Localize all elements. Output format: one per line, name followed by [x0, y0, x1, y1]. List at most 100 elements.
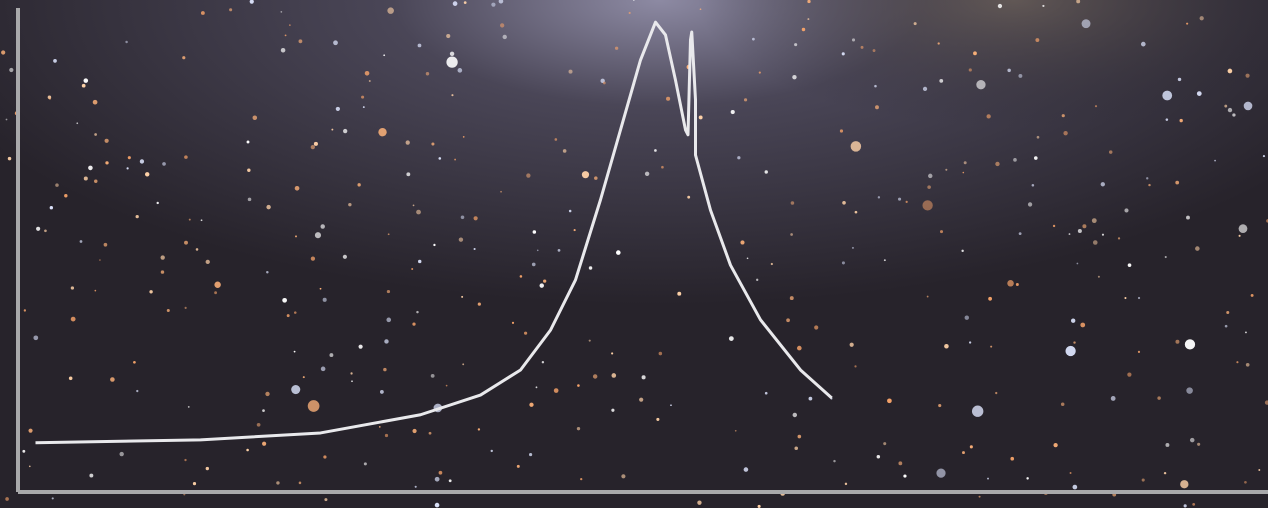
star [462, 363, 465, 366]
star [156, 201, 159, 205]
star [988, 296, 992, 301]
star [1232, 113, 1236, 117]
star [350, 372, 353, 375]
star [577, 384, 580, 387]
star [592, 374, 598, 379]
star [310, 145, 315, 150]
star [313, 141, 318, 146]
star [110, 377, 115, 382]
star [839, 129, 844, 133]
star [406, 172, 411, 177]
star [1076, 262, 1079, 265]
star [1262, 154, 1266, 158]
star [939, 230, 944, 234]
star [430, 373, 435, 378]
star [1069, 472, 1072, 474]
star [416, 209, 421, 215]
star [182, 56, 186, 60]
star [699, 8, 702, 11]
star [1026, 477, 1029, 480]
star [188, 218, 191, 221]
star [728, 336, 734, 342]
star [531, 262, 536, 267]
star [291, 385, 301, 395]
star [412, 322, 416, 326]
star [1214, 159, 1216, 162]
star [246, 448, 249, 452]
star [1227, 68, 1233, 74]
star [462, 136, 465, 138]
star [963, 161, 967, 165]
star [184, 155, 188, 159]
star [187, 406, 190, 408]
star [1097, 275, 1100, 278]
star [416, 310, 419, 314]
star [461, 295, 464, 298]
star [322, 297, 327, 302]
star [1175, 339, 1180, 344]
star [200, 11, 205, 15]
star [160, 255, 165, 260]
star [1137, 350, 1141, 354]
star [276, 481, 280, 485]
star [1042, 4, 1045, 8]
star [162, 162, 166, 166]
star [670, 404, 672, 407]
star [588, 266, 593, 270]
star [898, 197, 902, 201]
star [433, 243, 436, 247]
star [794, 43, 798, 47]
star [205, 466, 210, 471]
star [656, 417, 660, 421]
star [384, 339, 389, 344]
star [1070, 318, 1076, 323]
star [70, 286, 75, 290]
star [1224, 104, 1228, 108]
star [937, 42, 940, 45]
star [764, 391, 768, 395]
star [997, 3, 1003, 9]
star [789, 296, 794, 301]
star [797, 434, 802, 439]
star [986, 114, 991, 119]
star [1186, 387, 1193, 394]
star [1189, 437, 1195, 443]
star [1179, 118, 1183, 123]
star [55, 183, 59, 187]
star [1250, 293, 1254, 297]
star [927, 185, 931, 189]
star [543, 279, 547, 283]
star [875, 105, 879, 110]
star [348, 202, 352, 207]
star [971, 405, 984, 417]
star [378, 127, 387, 137]
star [119, 451, 124, 457]
star [252, 115, 258, 121]
star [807, 0, 811, 4]
star [333, 40, 338, 46]
star [36, 226, 41, 231]
star [361, 95, 365, 99]
star [70, 316, 76, 322]
star [511, 321, 515, 324]
star [1027, 202, 1033, 207]
star [1036, 135, 1040, 139]
star [229, 8, 233, 12]
star [913, 22, 917, 26]
star [588, 339, 591, 342]
star [746, 257, 749, 260]
star [502, 34, 507, 40]
star [529, 402, 534, 407]
star [1077, 228, 1082, 233]
star [477, 302, 481, 306]
star [362, 106, 365, 108]
star [358, 344, 363, 349]
star [526, 173, 531, 178]
star [320, 366, 326, 372]
star [968, 68, 972, 72]
star [872, 49, 876, 52]
star [446, 56, 458, 68]
star [265, 391, 270, 397]
star [1053, 442, 1058, 448]
star [516, 464, 520, 468]
